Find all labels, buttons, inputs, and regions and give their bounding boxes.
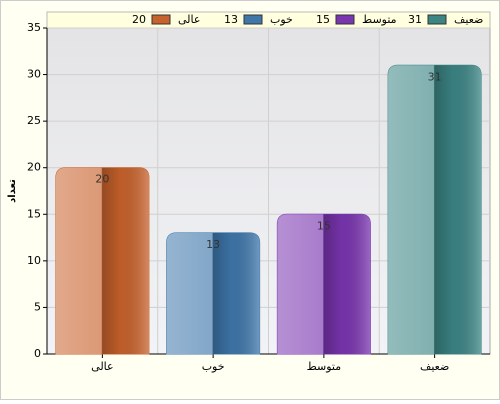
x-tick-label: متوسط [307,360,342,373]
legend-label: متوسط [362,13,397,26]
legend-label: عالی [178,13,200,26]
bar-shine [277,214,371,354]
legend-value: 15 [316,13,330,26]
legend-swatch [243,14,263,25]
legend-swatch [427,14,447,25]
legend-label: خوب [270,13,293,26]
x-tick-label: ضعیف [420,360,449,373]
y-tick-label: 5 [34,300,41,313]
y-tick-label: 25 [27,114,41,127]
legend-value: 13 [224,13,238,26]
y-tick-label: 30 [27,68,41,81]
legend-box [46,11,491,29]
legend-value: 20 [132,13,146,26]
x-tick-label: عالی [91,360,113,373]
y-tick-label: 35 [27,21,41,34]
y-tick-label: 10 [27,254,41,267]
bar-shine [388,65,482,354]
legend-swatch [151,14,171,25]
y-axis-label: تعداد [7,179,18,203]
legend-label: ضعیف [454,13,483,26]
x-tick-label: خوب [202,360,225,373]
y-tick-label: 15 [27,207,41,220]
y-tick-label: 0 [34,347,41,360]
bar-shine [166,232,260,354]
legend-swatch [335,14,355,25]
legend-value: 31 [408,13,422,26]
bar-shine [55,167,149,354]
data-label: 15 [317,219,331,232]
data-label: 20 [95,173,109,186]
data-label: 31 [428,70,442,83]
data-label: 13 [206,238,220,251]
y-tick-label: 20 [27,161,41,174]
